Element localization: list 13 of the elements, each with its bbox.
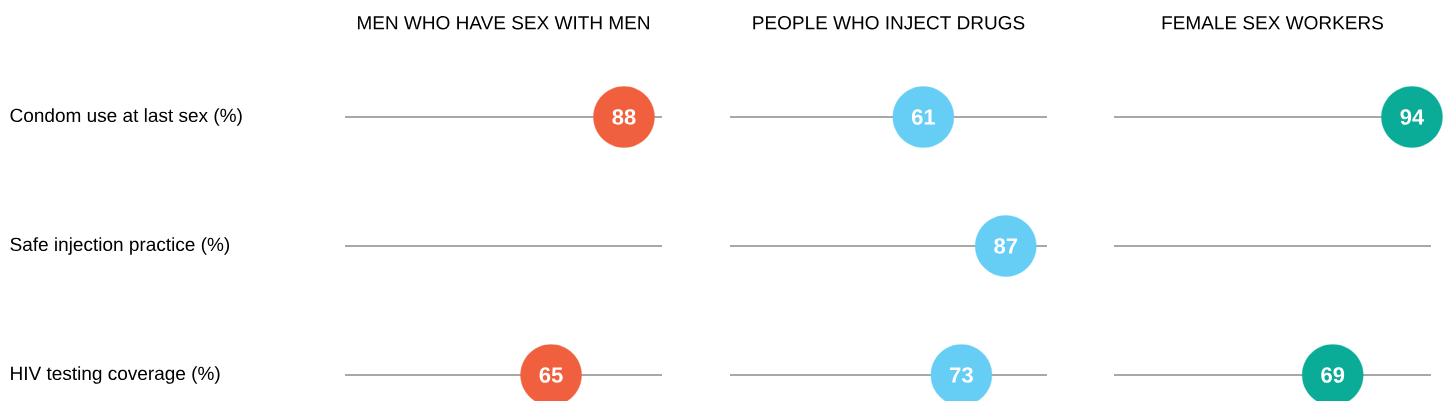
data-label: 65	[539, 367, 563, 383]
data-label: 87	[994, 238, 1018, 254]
chart-title: FEMALE SEX WORKERS	[1162, 16, 1383, 30]
y-tick-label: HIV testing coverage (%)	[11, 366, 220, 384]
data-label: 61	[911, 109, 935, 125]
y-tick-label: Safe injection practice (%)	[10, 237, 230, 255]
data-label: 73	[950, 367, 973, 383]
chart-title: PEOPLE WHO INJECT DRUGS	[753, 16, 1025, 30]
data-label: 94	[1400, 109, 1425, 125]
chart-title: MEN WHO HAVE SEX WITH MEN	[357, 16, 650, 30]
data-label: 69	[1321, 367, 1345, 383]
data-label: 88	[612, 109, 636, 125]
y-tick-label: Condom use at last sex (%)	[10, 108, 242, 126]
